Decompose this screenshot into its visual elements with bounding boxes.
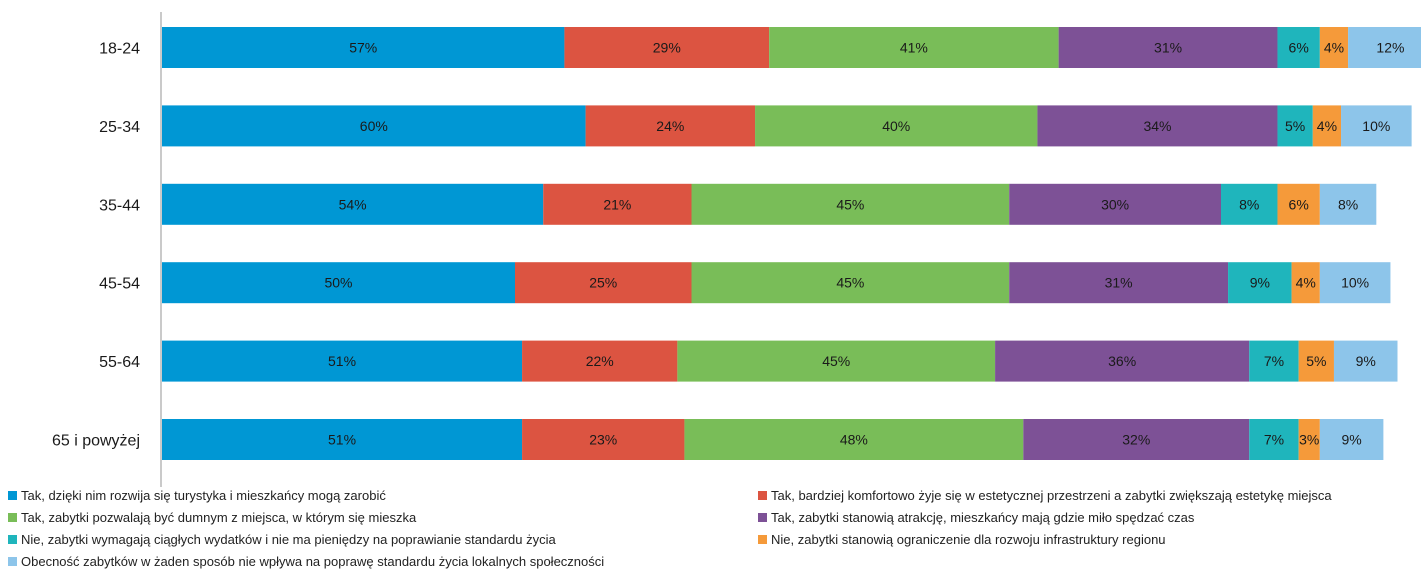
data-label: 23%: [589, 432, 617, 448]
legend-label: Obecność zabytków w żaden sposób nie wpł…: [21, 554, 604, 569]
data-label: 36%: [1108, 353, 1136, 369]
data-label: 45%: [822, 353, 850, 369]
legend-swatch: [758, 491, 767, 500]
data-label: 50%: [324, 275, 352, 291]
data-label: 57%: [349, 40, 377, 56]
category-label: 35-44: [99, 197, 140, 214]
legend-item: Tak, bardziej komfortowo żyje się w este…: [758, 488, 1332, 503]
data-label: 9%: [1250, 275, 1270, 291]
data-label: 45%: [836, 275, 864, 291]
data-label: 31%: [1154, 40, 1182, 56]
category-label: 18-24: [99, 41, 140, 58]
legend-label: Nie, zabytki wymagają ciągłych wydatków …: [21, 532, 556, 547]
data-label: 31%: [1105, 275, 1133, 291]
data-label: 8%: [1239, 196, 1259, 212]
data-label: 25%: [589, 275, 617, 291]
legend-swatch: [8, 513, 17, 522]
data-label: 6%: [1289, 196, 1309, 212]
data-label: 60%: [360, 118, 388, 134]
legend-item: Tak, zabytki pozwalają być dumnym z miej…: [8, 510, 416, 525]
data-label: 4%: [1324, 40, 1344, 56]
legend-label: Nie, zabytki stanowią ograniczenie dla r…: [771, 532, 1166, 547]
data-label: 32%: [1122, 432, 1150, 448]
data-label: 41%: [900, 40, 928, 56]
data-label: 8%: [1338, 196, 1358, 212]
legend-swatch: [758, 535, 767, 544]
data-label: 5%: [1306, 353, 1326, 369]
category-label: 45-54: [99, 276, 140, 293]
data-label: 22%: [586, 353, 614, 369]
legend-item: Obecność zabytków w żaden sposób nie wpł…: [8, 554, 604, 569]
category-label: 25-34: [99, 119, 140, 136]
legend-swatch: [8, 535, 17, 544]
data-label: 40%: [882, 118, 910, 134]
data-label: 48%: [840, 432, 868, 448]
data-label: 3%: [1299, 432, 1319, 448]
data-label: 4%: [1317, 118, 1337, 134]
data-label: 51%: [328, 432, 356, 448]
data-label: 21%: [603, 196, 631, 212]
category-labels: 18-24 25-34 35-44 45-54 55-64 65 i powyżej: [52, 41, 140, 450]
data-label: 30%: [1101, 196, 1129, 212]
legend-swatch: [8, 491, 17, 500]
data-label: 45%: [836, 196, 864, 212]
category-label: 55-64: [99, 354, 140, 371]
data-label: 4%: [1296, 275, 1316, 291]
data-label: 54%: [339, 196, 367, 212]
legend-swatch: [8, 557, 17, 566]
legend-label: Tak, dzięki nim rozwija się turystyka i …: [21, 488, 386, 503]
data-label: 34%: [1143, 118, 1171, 134]
legend: Tak, dzięki nim rozwija się turystyka i …: [0, 488, 1421, 587]
stacked-bar-chart: 57% 29% 41% 31% 6% 4% 12% 60% 24% 40% 34% 5% 4% 10% 54…: [0, 0, 1421, 488]
legend-label: Tak, zabytki pozwalają być dumnym z miej…: [21, 510, 416, 525]
data-label: 6%: [1289, 40, 1309, 56]
data-label: 29%: [653, 40, 681, 56]
data-label: 10%: [1341, 275, 1369, 291]
data-label: 12%: [1376, 40, 1404, 56]
data-label: 7%: [1264, 432, 1284, 448]
data-label: 9%: [1341, 432, 1361, 448]
data-label: 10%: [1362, 118, 1390, 134]
data-label: 24%: [656, 118, 684, 134]
legend-label: Tak, zabytki stanowią atrakcję, mieszkań…: [771, 510, 1194, 525]
legend-item: Nie, zabytki wymagają ciągłych wydatków …: [8, 532, 556, 547]
data-label: 5%: [1285, 118, 1305, 134]
legend-item: Tak, dzięki nim rozwija się turystyka i …: [8, 488, 386, 503]
bars-group: 57% 29% 41% 31% 6% 4% 12% 60% 24% 40% 34% 5% 4% 10% 54…: [162, 27, 1421, 460]
legend-swatch: [758, 513, 767, 522]
category-label: 65 i powyżej: [52, 433, 140, 450]
data-label: 51%: [328, 353, 356, 369]
legend-label: Tak, bardziej komfortowo żyje się w este…: [771, 488, 1332, 503]
data-label: 7%: [1264, 353, 1284, 369]
legend-item: Nie, zabytki stanowią ograniczenie dla r…: [758, 532, 1166, 547]
legend-item: Tak, zabytki stanowią atrakcję, mieszkań…: [758, 510, 1194, 525]
data-label: 9%: [1356, 353, 1376, 369]
